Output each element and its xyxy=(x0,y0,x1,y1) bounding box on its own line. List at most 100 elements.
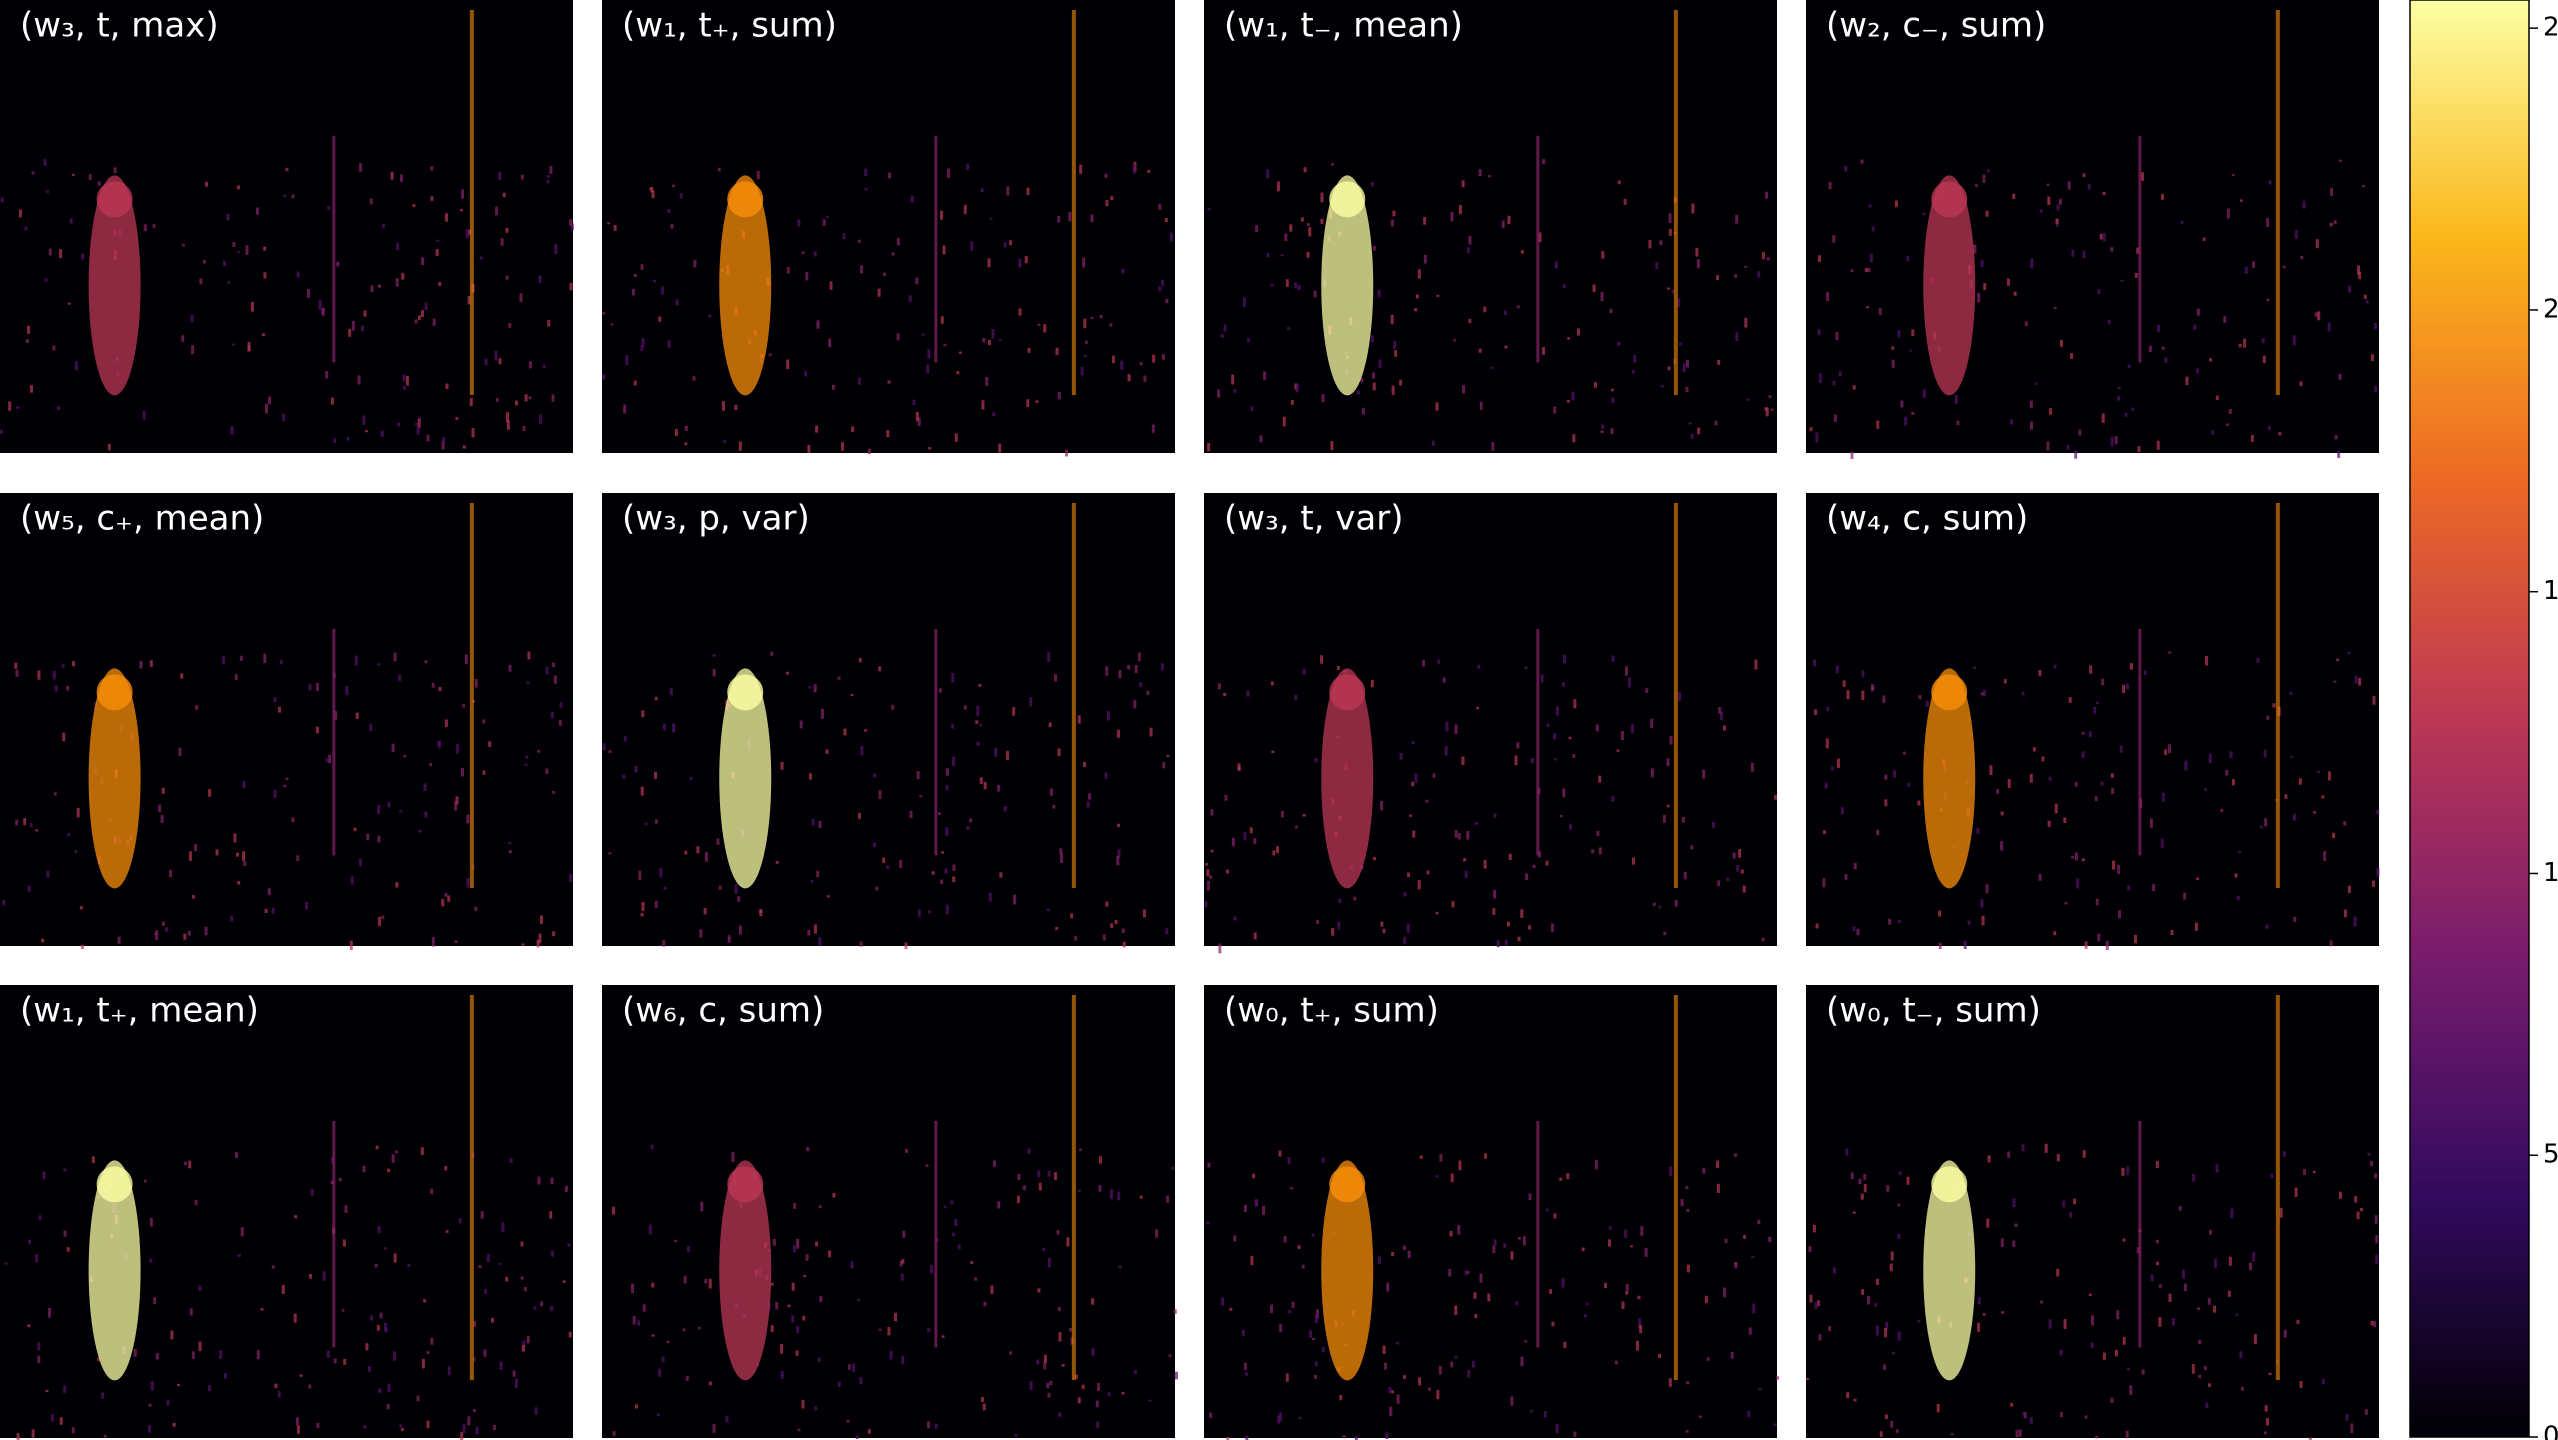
pole xyxy=(469,995,474,1381)
texture xyxy=(199,278,203,285)
texture xyxy=(45,190,49,194)
texture xyxy=(154,932,158,935)
texture xyxy=(1986,169,1990,173)
texture xyxy=(554,244,558,255)
texture xyxy=(2215,1164,2219,1173)
texture xyxy=(1134,665,1138,674)
figure-head xyxy=(96,1166,133,1203)
colorbar-tick-label: 100 xyxy=(2543,858,2558,888)
texture xyxy=(520,1276,524,1280)
texture xyxy=(2087,183,2091,190)
texture xyxy=(679,193,683,199)
colorbar-tick-label: 0 xyxy=(2543,1422,2558,1440)
texture xyxy=(405,375,409,386)
texture xyxy=(857,377,861,385)
texture xyxy=(195,704,199,710)
texture xyxy=(999,872,1003,878)
texture xyxy=(230,915,234,922)
texture xyxy=(2054,803,2058,814)
texture xyxy=(1815,432,1819,443)
texture xyxy=(268,396,272,405)
texture xyxy=(1321,1157,1325,1163)
texture xyxy=(1861,1289,1865,1295)
texture xyxy=(1864,268,1868,272)
texture xyxy=(366,833,370,840)
texture xyxy=(915,411,919,422)
texture xyxy=(1686,1264,1690,1273)
texture xyxy=(1562,284,1566,288)
texture xyxy=(842,233,846,240)
texture xyxy=(403,755,407,758)
texture xyxy=(650,1144,654,1150)
texture xyxy=(1436,294,1440,297)
texture xyxy=(654,771,658,780)
texture xyxy=(633,274,637,277)
texture xyxy=(1743,1235,1747,1239)
texture xyxy=(15,669,19,677)
texture xyxy=(2372,696,2376,705)
texture xyxy=(673,1240,677,1243)
pole xyxy=(1071,503,1076,889)
texture xyxy=(1836,758,1840,768)
texture xyxy=(1283,1235,1287,1243)
texture xyxy=(350,876,354,885)
texture xyxy=(1091,1298,1095,1305)
texture xyxy=(1399,752,1403,760)
texture xyxy=(2059,339,2063,347)
panel-image xyxy=(0,493,573,946)
texture xyxy=(2266,715,2270,720)
texture xyxy=(983,1301,987,1307)
texture xyxy=(2074,450,2078,459)
texture xyxy=(2038,873,2042,881)
texture xyxy=(2047,196,2051,205)
texture xyxy=(285,168,289,172)
texture xyxy=(2371,880,2375,887)
texture xyxy=(867,448,871,455)
texture xyxy=(1528,1193,1532,1201)
texture xyxy=(927,1421,931,1429)
texture xyxy=(1706,1357,1710,1361)
texture xyxy=(1431,440,1435,446)
panel-title: (w₁, t₋, mean) xyxy=(1224,6,1463,46)
texture xyxy=(651,1282,655,1288)
texture xyxy=(651,190,655,199)
texture xyxy=(1977,1297,1981,1305)
pole xyxy=(2138,628,2142,856)
texture xyxy=(113,167,117,174)
texture xyxy=(1650,768,1654,778)
texture xyxy=(1768,395,1772,399)
texture xyxy=(1716,1183,1720,1193)
texture xyxy=(330,1180,334,1185)
texture xyxy=(349,940,353,951)
texture xyxy=(525,755,529,759)
pole xyxy=(469,503,474,889)
texture xyxy=(805,1254,809,1261)
texture xyxy=(1663,931,1667,936)
texture xyxy=(143,224,147,232)
texture xyxy=(273,789,277,799)
texture xyxy=(2278,432,2282,436)
texture xyxy=(2088,731,2092,738)
texture xyxy=(2126,683,2129,690)
texture xyxy=(1674,900,1678,907)
texture xyxy=(435,248,439,256)
texture xyxy=(1898,1171,1902,1175)
texture xyxy=(2029,400,2033,409)
texture xyxy=(675,299,679,306)
texture xyxy=(631,288,635,296)
texture xyxy=(240,1227,244,1237)
texture xyxy=(2084,941,2088,949)
texture xyxy=(1662,814,1666,823)
texture xyxy=(181,335,185,342)
texture xyxy=(2329,940,2333,947)
texture xyxy=(1270,283,1274,287)
texture xyxy=(245,245,249,255)
texture xyxy=(2168,744,2172,754)
texture xyxy=(2333,680,2337,683)
texture xyxy=(1503,310,1507,316)
texture xyxy=(1809,427,1813,432)
texture xyxy=(2094,796,2098,802)
texture xyxy=(442,437,446,443)
texture xyxy=(2180,220,2184,225)
texture xyxy=(1403,1375,1407,1379)
